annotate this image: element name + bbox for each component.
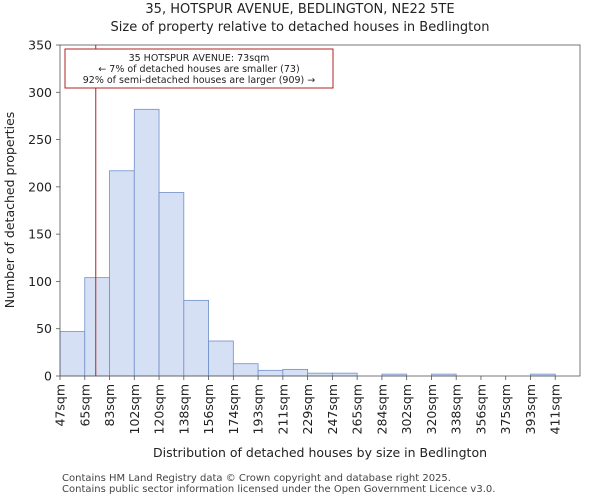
y-axis-label: Number of detached properties: [2, 112, 17, 309]
x-tick-label: 411sqm: [548, 384, 563, 434]
annotation-box: 35 HOTSPUR AVENUE: 73sqm ← 7% of detache…: [64, 48, 334, 89]
x-tick-label: 284sqm: [374, 384, 389, 434]
annotation-frame: [64, 48, 334, 89]
x-tick-label: 320sqm: [424, 384, 439, 434]
x-axis-label: Distribution of detached houses by size …: [153, 445, 487, 460]
bar-120sqm: [158, 192, 185, 377]
bar-102sqm: [133, 108, 160, 377]
bar-247sqm: [331, 372, 358, 377]
x-tick-label: 211sqm: [275, 384, 290, 434]
x-tick-label: 47sqm: [53, 384, 68, 427]
x-tick-label: 265sqm: [350, 384, 365, 434]
y-tick-label: 50: [36, 321, 52, 336]
y-tick-label: 0: [44, 369, 52, 384]
y-tick-label: 300: [28, 85, 52, 100]
x-tick-label: 247sqm: [325, 384, 340, 434]
y-tick-label: 100: [28, 274, 52, 289]
bar-174sqm: [232, 363, 259, 377]
y-tick-label: 350: [28, 38, 52, 53]
x-tick-label: 229sqm: [300, 384, 315, 434]
x-tick-label: 65sqm: [77, 384, 92, 427]
chart-title: 35, HOTSPUR AVENUE, BEDLINGTON, NE22 5TE: [145, 2, 454, 17]
x-tick-label: 174sqm: [226, 384, 241, 434]
annotation-line-2: ← 7% of detached houses are smaller (73): [98, 64, 299, 75]
x-axis-ticks: 47sqm 65sqm 83sqm 102sqm 120sqm 138sqm 156sqm 1…: [53, 376, 563, 434]
bar-65sqm: [84, 277, 110, 377]
footer-licence: Contains public sector information licen…: [62, 484, 496, 495]
bar-group: [59, 108, 556, 377]
x-tick-label: 193sqm: [251, 384, 266, 434]
bar-229sqm: [307, 372, 333, 377]
y-tick-label: 200: [28, 179, 52, 194]
plot-frame: [59, 44, 581, 377]
x-tick-label: 393sqm: [523, 384, 538, 434]
bar-83sqm: [109, 170, 135, 377]
y-tick-label: 250: [28, 132, 52, 147]
x-tick-label: 156sqm: [201, 384, 216, 434]
x-tick-label: 83sqm: [102, 384, 117, 427]
bar-138sqm: [183, 299, 209, 377]
x-tick-label: 302sqm: [399, 384, 414, 434]
bar-193sqm: [257, 369, 284, 377]
x-tick-label: 338sqm: [449, 384, 464, 434]
bar-47sqm: [59, 331, 86, 377]
x-tick-label: 120sqm: [152, 384, 167, 434]
x-tick-label: 138sqm: [176, 384, 191, 434]
y-axis-ticks: 0 50 100 150 200 250 300 350: [28, 38, 60, 384]
annotation-line-3: 92% of semi-detached houses are larger (…: [83, 75, 316, 86]
annotation-line-1: 35 HOTSPUR AVENUE: 73sqm: [129, 53, 270, 64]
x-tick-label: 102sqm: [127, 384, 142, 434]
footer-copyright: Contains HM Land Registry data © Crown c…: [62, 473, 451, 484]
bar-156sqm: [208, 340, 234, 377]
y-tick-label: 150: [28, 227, 52, 242]
bar-211sqm: [282, 368, 309, 377]
x-tick-label: 375sqm: [498, 384, 513, 434]
x-tick-label: 356sqm: [473, 384, 488, 434]
chart-subtitle: Size of property relative to detached ho…: [111, 20, 490, 35]
